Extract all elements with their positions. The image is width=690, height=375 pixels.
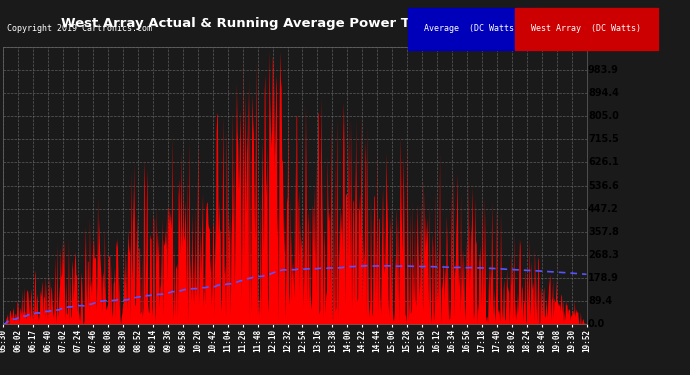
Text: 626.1: 626.1 — [588, 158, 619, 168]
Text: 1073.3: 1073.3 — [588, 42, 625, 52]
Text: Average  (DC Watts): Average (DC Watts) — [424, 24, 520, 33]
Text: 536.6: 536.6 — [588, 181, 619, 190]
Text: 357.8: 357.8 — [588, 227, 619, 237]
Text: 89.4: 89.4 — [588, 296, 612, 306]
Text: 447.2: 447.2 — [588, 204, 619, 214]
Text: West Array Actual & Running Average Power Tue May 28 20:01: West Array Actual & Running Average Powe… — [61, 17, 532, 30]
Text: 894.4: 894.4 — [588, 88, 619, 98]
Text: Copyright 2019 Cartronics.com: Copyright 2019 Cartronics.com — [7, 24, 152, 33]
Text: 178.9: 178.9 — [588, 273, 619, 283]
Text: 715.5: 715.5 — [588, 134, 619, 144]
Text: 983.9: 983.9 — [588, 65, 619, 75]
Text: West Array  (DC Watts): West Array (DC Watts) — [531, 24, 641, 33]
Text: 805.0: 805.0 — [588, 111, 619, 121]
Text: 0.0: 0.0 — [588, 320, 605, 329]
Text: 268.3: 268.3 — [588, 250, 619, 260]
